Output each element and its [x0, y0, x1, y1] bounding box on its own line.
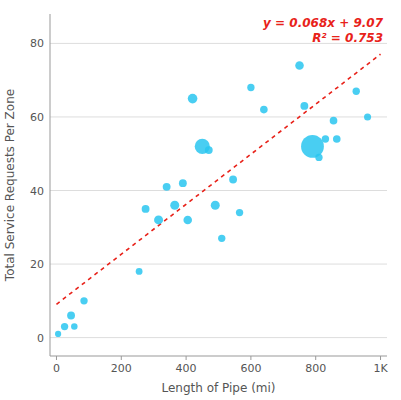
scatter-point: [260, 106, 268, 114]
grid-line: [50, 337, 387, 338]
x-tick: [56, 356, 57, 360]
plot-marks: [55, 54, 381, 337]
x-axis-line: [50, 356, 387, 357]
scatter-point: [364, 113, 371, 120]
y-tick-label: 20: [30, 258, 44, 271]
x-tick-label: 1K: [373, 362, 388, 375]
chart: 02040608002004006008001KLength of Pipe (…: [0, 0, 401, 400]
y-tick-label: 40: [30, 185, 44, 198]
y-tick-label: 0: [37, 332, 44, 345]
scatter-point: [333, 135, 341, 143]
y-tick-label: 80: [30, 37, 44, 50]
scatter-point: [55, 331, 61, 337]
x-tick-label: 600: [240, 362, 261, 375]
scatter-point: [163, 183, 171, 191]
scatter-point: [211, 201, 220, 210]
scatter-point: [236, 209, 243, 216]
x-tick-label: 200: [111, 362, 132, 375]
scatter-point: [353, 88, 360, 95]
scatter-point: [183, 216, 192, 225]
x-tick: [250, 356, 251, 360]
scatter-point: [136, 268, 143, 275]
scatter-point: [330, 117, 338, 125]
scatter-point: [300, 102, 308, 110]
grid-line: [50, 190, 387, 191]
y-axis-label: Total Service Requests Per Zone: [3, 89, 17, 282]
y-tick-label: 60: [30, 111, 44, 124]
x-tick: [121, 356, 122, 360]
scatter-point: [247, 84, 254, 91]
scatter-point: [218, 235, 225, 242]
scatter-point: [80, 297, 87, 304]
scatter-point: [154, 215, 163, 224]
scatter-point: [170, 201, 179, 210]
scatter-point: [295, 61, 304, 70]
x-tick-label: 800: [305, 362, 326, 375]
regression-line: [56, 54, 380, 304]
x-tick: [380, 356, 381, 360]
x-tick: [186, 356, 187, 360]
scatter-point: [322, 135, 329, 142]
y-axis-line: [50, 14, 51, 356]
scatter-point: [179, 179, 187, 187]
grid-line: [50, 264, 387, 265]
annotation: R² = 0.753: [312, 31, 383, 45]
annotation: y = 0.068x + 9.07: [263, 16, 384, 30]
scatter-point: [205, 146, 213, 154]
scatter-point: [71, 323, 78, 330]
x-axis-label: Length of Pipe (mi): [161, 381, 275, 395]
scatter-point: [142, 205, 150, 213]
x-tick-label: 400: [176, 362, 197, 375]
grid-line: [50, 116, 387, 117]
scatter-point: [67, 312, 75, 320]
scatter-point: [188, 94, 198, 104]
scatter-point: [229, 176, 237, 184]
scatter-point: [61, 323, 68, 330]
x-tick-label: 0: [53, 362, 60, 375]
x-tick: [315, 356, 316, 360]
scatter-point: [315, 154, 322, 161]
